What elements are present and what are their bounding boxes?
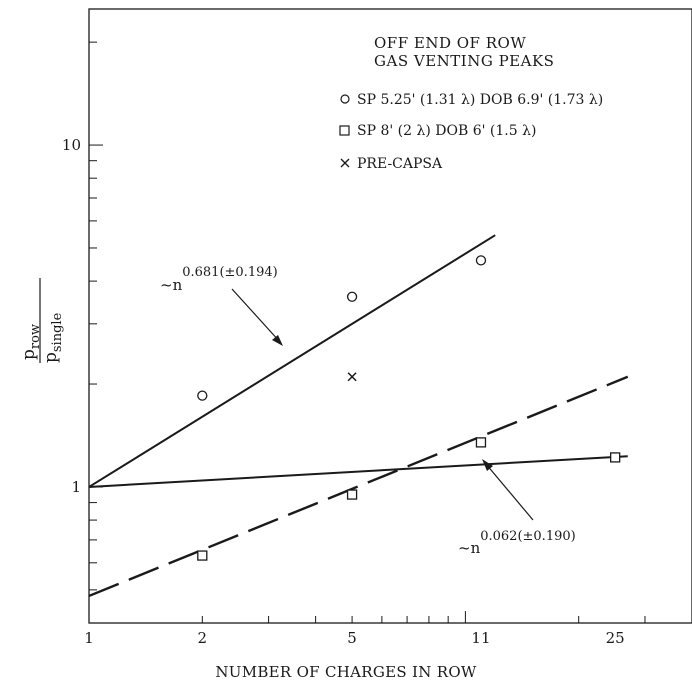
legend-title-line-2: GAS VENTING PEAKS [374,52,554,70]
x-axis-label: NUMBER OF CHARGES IN ROW [215,663,477,681]
legend-entry-x: PRE-CAPSA [357,156,443,172]
fit-line-solid [88,455,628,488]
y-tick-labels: 1 10 [62,136,81,496]
x-tick-labels: 1 2 5 11 25 [84,629,624,647]
legend-marker-square [339,125,350,136]
x-tick-label: 5 [347,629,357,647]
x-tick-label: 1 [84,629,94,647]
y-tick-label: 1 [71,478,81,496]
fit-annotation-upper: ~n0.681(±0.194) [160,265,283,346]
x-tick-label: 25 [606,629,625,647]
y-axis-label-denominator: psingle [41,312,65,363]
legend: OFF END OF ROW GAS VENTING PEAKS SP 5.25… [339,34,603,172]
fit-annotation-upper-arrowhead [272,335,283,346]
data-point-circle [197,390,208,401]
data-point-square [346,489,358,500]
x-tick-label: 2 [198,629,208,647]
data-markers [197,255,621,561]
fit-line-dashed [88,375,629,598]
legend-marker-circle [340,94,350,104]
fit-annotation-lower: ~n0.062(±0.190) [458,459,576,557]
axis-ticks [89,41,646,623]
y-axis-label: prow psingle [19,278,65,363]
fit-annotation-lower-arrow [485,463,534,521]
data-point-square [197,550,208,561]
legend-entry-circle: SP 5.25' (1.31 λ) DOB 6.9' (1.73 λ) [357,92,603,108]
fit-annotation-lower-text: ~n0.062(±0.190) [458,529,576,557]
data-point-circle [475,255,487,266]
y-tick-label: 10 [62,136,81,154]
data-point-x [347,372,357,382]
fit-line-solid [88,234,496,488]
plot-area-frame [88,8,692,624]
legend-title-line-1: OFF END OF ROW [374,34,526,52]
x-tick-label: 11 [471,629,490,647]
fit-annotation-lower-arrowhead [482,459,493,471]
fit-lines [88,234,629,598]
y-axis-label-numerator: prow [19,324,43,360]
fit-annotation-upper-text: ~n0.681(±0.194) [160,265,278,294]
legend-marker-x [340,158,350,168]
legend-entry-square: SP 8' (2 λ) DOB 6' (1.5 λ) [357,123,536,139]
data-point-circle [346,291,358,302]
data-point-square [475,437,487,448]
data-point-square [610,452,621,463]
fit-annotation-upper-arrow [231,288,281,343]
